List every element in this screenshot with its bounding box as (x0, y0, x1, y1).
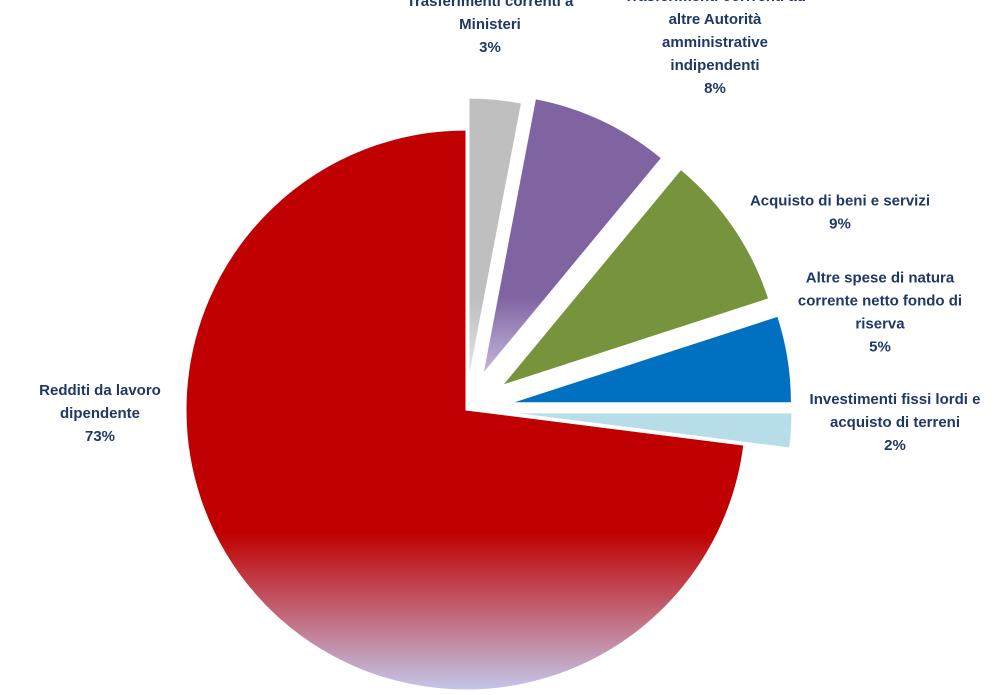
slices-layer (185, 97, 793, 691)
slice-label-text: Trasferimenti corrrenti ad altre Autorità… (624, 0, 806, 97)
slice-label-2: Trasferimenti corrrenti ad altre Autorità… (624, 0, 806, 97)
slice-percent-label: 8% (704, 80, 726, 97)
slice-name-line: corrente netto fondo di (798, 293, 962, 310)
slice-name-line: riserva (855, 316, 905, 333)
slice-label-3: Acquisto di beni e servizi 9% (750, 193, 930, 233)
slice-percent-label: 9% (829, 216, 851, 233)
pie-slice-3 (500, 168, 770, 387)
pie-slice-1 (468, 97, 523, 379)
slice-percent-label: 73% (85, 428, 115, 445)
slice-label-text: Redditi da lavoro dipendente 73% (39, 382, 161, 445)
slice-label-5: Investimenti fissi lordi e acquisto di te… (810, 391, 981, 454)
pie-slice-4 (511, 315, 792, 404)
pie-slice-6 (185, 129, 745, 691)
slice-name-line: indipendenti (670, 57, 759, 74)
slice-label-text: Altre spese di natura corrente netto fond… (798, 270, 962, 356)
slice-label-1: Trasferimenti correnti a Ministeri 3% (407, 0, 574, 56)
slice-name-line: Acquisto di beni e servizi (750, 193, 930, 210)
slice-label-4: Altre spese di natura corrente netto fond… (798, 270, 962, 356)
slice-percent-label: 2% (884, 437, 906, 454)
labels-layer: Trasferimenti correnti aMinisteri3%Trasf… (39, 0, 980, 454)
slice-name-line: Trasferimenti correnti a (407, 0, 574, 10)
slice-percent-label: 3% (479, 39, 501, 56)
slice-name-line: Redditi da lavoro (39, 382, 161, 399)
slice-name-line: Ministeri (459, 16, 521, 33)
slice-name-line: altre Autorità (669, 11, 762, 28)
slice-name-line: Trasferimenti corrrenti ad (624, 0, 806, 5)
pie-slice-2 (482, 98, 663, 375)
slice-label-text: Acquisto di beni e servizi 9% (750, 193, 930, 233)
slice-name-line: Investimenti fissi lordi e (810, 391, 981, 408)
slice-label-text: Trasferimenti correnti a Ministeri 3% (407, 0, 574, 56)
slice-name-line: acquisto di terreni (830, 414, 960, 431)
slice-label-text: Investimenti fissi lordi e acquisto di te… (810, 391, 981, 454)
slice-name-line: Altre spese di natura (806, 270, 955, 287)
slice-name-line: amministrative (662, 34, 768, 51)
slice-name-line: dipendente (60, 405, 140, 422)
pie-slice-5 (511, 412, 793, 449)
slice-percent-label: 5% (869, 339, 891, 356)
slice-label-6: Redditi da lavoro dipendente 73% (39, 382, 161, 445)
